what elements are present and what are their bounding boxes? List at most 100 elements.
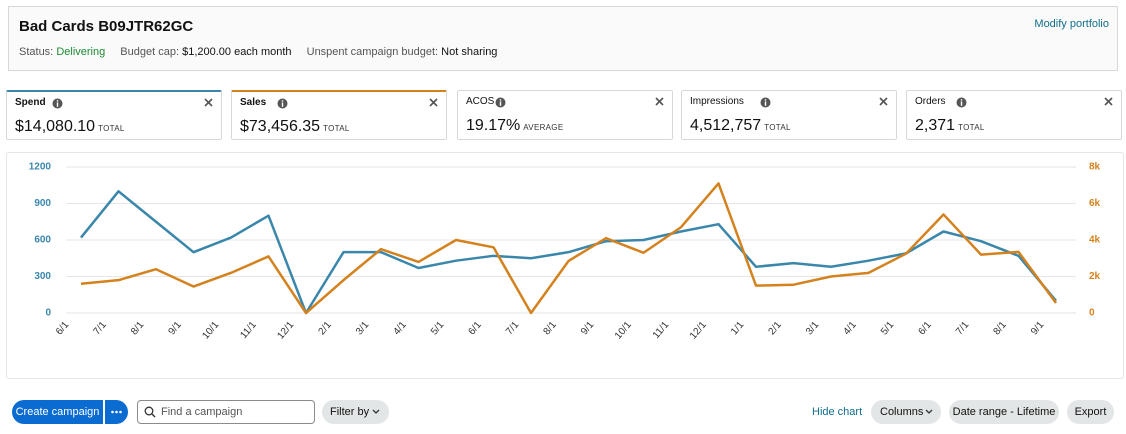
x-tick-label: 9/1 (166, 319, 184, 337)
info-icon (956, 97, 967, 108)
x-tick-label: 8/1 (991, 319, 1009, 337)
search-box[interactable]: Find a campaign (137, 400, 315, 424)
close-stroke (204, 98, 213, 107)
metric-unit: TOTAL (98, 124, 125, 133)
metric-value-row: $73,456.35 TOTAL (240, 118, 350, 136)
modify-link[interactable]: Modify portfolio (1034, 18, 1109, 30)
label: Budget cap: (120, 46, 180, 58)
x-tick-label: 11/1 (238, 319, 259, 341)
x-tick-label: 11/1 (651, 319, 672, 341)
metric-card: Sales $73,456.35 TOTAL (231, 90, 447, 140)
status-value: Delivering (56, 46, 106, 58)
export-button[interactable]: Export (1067, 400, 1114, 424)
status-line: Status: Delivering Budget cap: $1,200.00… (19, 46, 497, 58)
x-tick-label: 2/1 (766, 319, 784, 337)
filter-button[interactable]: Filter by (322, 400, 389, 424)
columns-label: Columns (880, 406, 924, 418)
metric-label: Orders (915, 96, 946, 107)
metric-unit: TOTAL (958, 123, 985, 132)
series-line (80, 182, 1058, 315)
metric-label: Sales (240, 97, 267, 108)
unspent-value: Not sharing (441, 46, 498, 58)
metric-value: $73,456.35 (240, 118, 321, 135)
metric-value: $14,080.10 (15, 118, 96, 135)
close-icon[interactable] (1104, 97, 1113, 106)
x-tick-label: 7/1 (91, 319, 109, 337)
portfolio-title: Bad Cards B09JTR62GC (19, 18, 194, 35)
info-bar (56, 102, 59, 107)
x-tick-label: 9/1 (579, 319, 597, 337)
metric-card: Spend $14,080.10 TOTAL (6, 90, 222, 140)
x-tick-label: 10/1 (200, 319, 221, 341)
y2-tick-label: 0 (1089, 308, 1095, 319)
close-icon[interactable] (879, 97, 888, 106)
chart: 0 300 600 900 1200 0 2k 4k 6k 8k 6/1 7/1 8/1 9/1 10/1 1… (29, 162, 1101, 342)
x-tick-label: 2/1 (316, 319, 334, 337)
y2-tick-label: 8k (1089, 162, 1101, 173)
metric-value-row: 2,371 TOTAL (915, 117, 985, 135)
y-tick-label: 600 (34, 235, 51, 246)
metric-value: 4,512,757 (690, 117, 762, 134)
info-icon (760, 97, 771, 108)
date-range-button[interactable]: Date range - Lifetime (949, 400, 1059, 424)
info-dot (764, 99, 766, 101)
metric-unit: TOTAL (764, 123, 791, 132)
series-line (80, 190, 1057, 315)
x-tick-label: 4/1 (841, 319, 859, 337)
metric-card: ACOS 19.17% AVERAGE (457, 90, 673, 140)
metric-label: ACOS (466, 96, 495, 107)
create-campaign-button[interactable]: Create campaign (12, 400, 103, 424)
y2-tick-label: 4k (1089, 235, 1101, 246)
x-tick-label: 8/1 (541, 319, 559, 337)
close-stroke (879, 97, 888, 106)
y-tick-label: 900 (34, 198, 51, 209)
metric-value: 2,371 (915, 117, 956, 134)
x-tick-label: 6/1 (54, 319, 72, 337)
label: Status: (19, 46, 54, 58)
more-button[interactable] (105, 400, 128, 424)
x-tick-label: 12/1 (275, 319, 296, 341)
search-icon (144, 406, 156, 418)
y-tick-label: 0 (45, 308, 51, 319)
metric-value-row: $14,080.10 TOTAL (15, 118, 125, 136)
metric-value-row: 4,512,757 TOTAL (690, 117, 791, 135)
x-tick-label: 5/1 (879, 319, 897, 337)
info-bar (960, 101, 962, 106)
y2-tick-label: 2k (1089, 271, 1101, 282)
hide-chart-link[interactable]: Hide chart (812, 406, 863, 418)
info-bar (764, 101, 766, 106)
y2-tick-label: 6k (1089, 198, 1101, 209)
y-tick-label: 1200 (29, 162, 52, 173)
close-icon[interactable] (655, 97, 664, 106)
y-tick-label: 300 (34, 271, 51, 282)
close-icon[interactable] (204, 98, 213, 107)
close-stroke (655, 97, 664, 106)
close-icon[interactable] (429, 98, 438, 107)
info-dot (56, 100, 59, 102)
metric-label: Impressions (690, 96, 744, 107)
info-bar (499, 101, 502, 106)
info-icon (277, 98, 288, 109)
x-tick-label: 3/1 (354, 319, 372, 337)
x-tick-label: 10/1 (613, 319, 634, 341)
x-tick-label: 1/1 (729, 319, 747, 337)
search-placeholder: Find a campaign (161, 406, 243, 418)
chevron (925, 409, 933, 414)
columns-button[interactable]: Columns (871, 400, 941, 424)
portfolio-header: Bad Cards B09JTR62GC Modify portfolio St… (8, 6, 1118, 71)
x-tick-label: 7/1 (954, 319, 972, 337)
info-dot (281, 100, 284, 102)
info-icon (495, 97, 506, 108)
info-dot (499, 99, 502, 101)
budget-value: $1,200.00 each month (182, 46, 292, 58)
metric-unit: AVERAGE (523, 123, 564, 132)
close-stroke (429, 98, 438, 107)
info-dot (960, 99, 962, 101)
metric-value: 19.17% (466, 117, 521, 134)
close-stroke (1104, 97, 1113, 106)
chevron (372, 409, 380, 414)
metric-card: Orders 2,371 TOTAL (906, 90, 1122, 140)
x-tick-label: 7/1 (504, 319, 522, 337)
x-tick-label: 12/1 (688, 319, 709, 341)
